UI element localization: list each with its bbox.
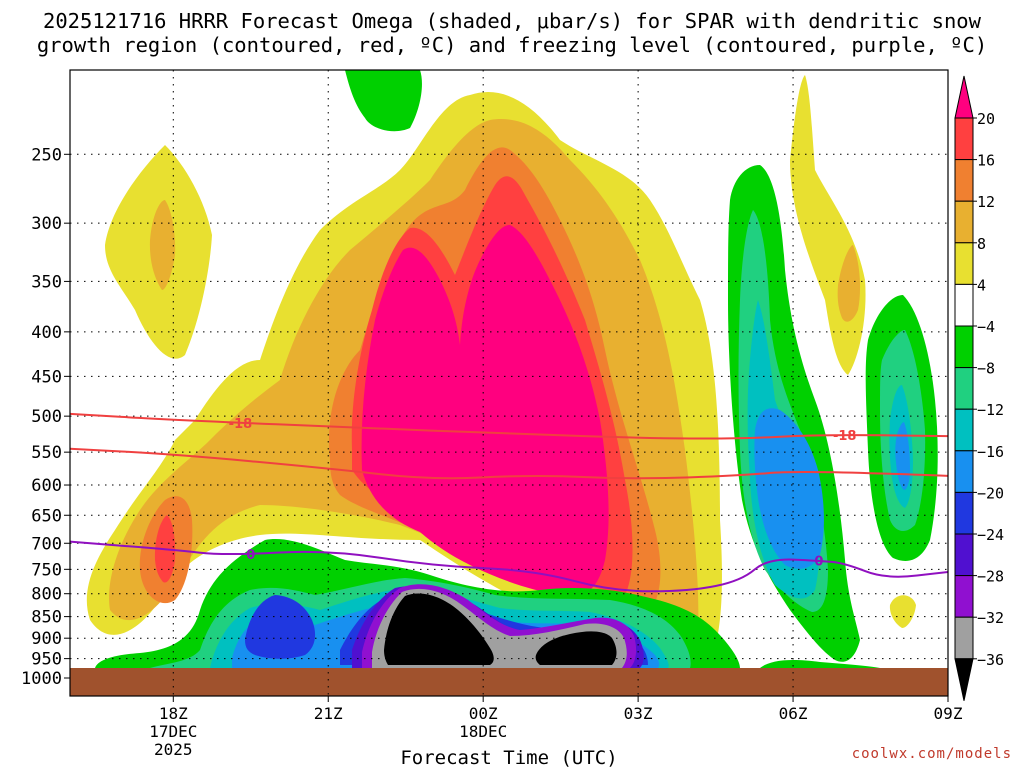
y-tick-label: 900 xyxy=(31,629,62,649)
colorbar-swatch xyxy=(954,242,974,285)
colorbar-label: 8 xyxy=(977,235,986,253)
contour-value-label: -18 xyxy=(229,417,253,432)
colorbar-swatch xyxy=(954,575,974,618)
colorbar-swatch xyxy=(954,159,974,202)
colorbar-label: 12 xyxy=(977,193,995,211)
colorbar-swatch xyxy=(954,117,974,161)
y-tick-label: 1000 xyxy=(21,669,62,689)
omega-region-minus16-minus20 xyxy=(895,422,910,490)
colorbar-swatch xyxy=(954,616,974,660)
colorbar-label: 16 xyxy=(977,152,995,170)
y-tick-label: 550 xyxy=(31,443,62,463)
below-ground-terrain xyxy=(70,668,948,696)
y-tick-label: 500 xyxy=(31,407,62,427)
chart-title-line-2: growth region (contoured, red, ºC) and f… xyxy=(36,33,988,57)
contour-value-label: -18 xyxy=(833,429,857,444)
omega-region-8-12 xyxy=(837,245,861,322)
omega-region-minus20-minus24 xyxy=(245,595,316,659)
colorbar-label: 4 xyxy=(977,276,986,294)
x-tick-label: 06Z xyxy=(779,704,808,723)
y-tick-label: 850 xyxy=(31,608,62,628)
omega-region-below-minus36 xyxy=(384,593,494,665)
colorbar-label: −8 xyxy=(977,360,995,378)
colorbar-swatch xyxy=(954,325,974,369)
colorbar-label: −24 xyxy=(977,526,1004,544)
x-tick-label: 00Z xyxy=(469,704,498,723)
x-tick-label: 03Z xyxy=(624,704,653,723)
contour-line xyxy=(70,447,948,480)
omega-region-minus4-minus8 xyxy=(760,660,880,668)
colorbar-label: −20 xyxy=(977,484,1004,502)
y-tick-label: 650 xyxy=(31,506,62,526)
colorbar-swatch xyxy=(954,283,974,327)
colorbar-bottom-arrow xyxy=(954,658,974,701)
omega-region-below-minus36 xyxy=(535,631,617,665)
omega-region-minus4-minus8 xyxy=(345,70,422,132)
colorbar-label: 20 xyxy=(977,110,995,128)
contour-value-label: 0 xyxy=(814,555,823,570)
contour-line xyxy=(70,412,948,440)
x-tick-label: 21Z xyxy=(314,704,343,723)
x-tick-date-label: 17DEC xyxy=(149,722,197,741)
colorbar-label: −12 xyxy=(977,401,1004,419)
y-tick-label: 300 xyxy=(31,214,62,234)
y-tick-label: 800 xyxy=(31,585,62,605)
x-tick-year-label: 2025 xyxy=(154,740,193,759)
colorbar-label: −32 xyxy=(977,609,1004,627)
colorbar-swatch xyxy=(954,533,974,577)
y-tick-label: 750 xyxy=(31,560,62,580)
x-tick-label: 18Z xyxy=(159,704,188,723)
colorbar-swatch xyxy=(954,450,974,493)
contour-value-label: 0 xyxy=(246,548,255,563)
colorbar-swatch xyxy=(954,408,974,452)
chart-title-line-1: 2025121716 HRRR Forecast Omega (shaded, … xyxy=(43,9,981,33)
omega-region-minus16-minus20 xyxy=(754,408,824,569)
omega-region-8-12 xyxy=(149,200,176,290)
colorbar-swatch xyxy=(954,367,974,410)
x-tick-date-label: 18DEC xyxy=(459,722,507,741)
y-tick-label: 600 xyxy=(31,476,62,496)
colorbar-swatch xyxy=(954,491,974,535)
omega-shaded-field xyxy=(86,70,938,668)
y-tick-label: 350 xyxy=(31,272,62,292)
x-axis-title: Forecast Time (UTC) xyxy=(400,747,617,768)
y-axis: 2503003504004505005506006507007508008509… xyxy=(21,145,70,689)
omega-region-4-8 xyxy=(790,75,866,375)
colorbar-label: −16 xyxy=(977,443,1004,461)
colorbar-label: −36 xyxy=(977,651,1004,669)
y-tick-label: 250 xyxy=(31,145,62,165)
omega-region-4-8 xyxy=(889,595,916,628)
y-tick-label: 950 xyxy=(31,650,62,670)
colorbar-label: −28 xyxy=(977,568,1004,586)
y-tick-label: 700 xyxy=(31,534,62,554)
omega-region-over-20 xyxy=(361,225,609,597)
site-credit: coolwx.com/models xyxy=(851,746,1012,762)
colorbar-legend: 20 16 12 8 4 −4 −8 −12 −16 −20 −24 −28 −32 −36 xyxy=(954,75,1004,701)
contour-line xyxy=(70,540,948,593)
colorbar-label: −4 xyxy=(977,318,995,336)
contour-lines: -18 -18 0 0 xyxy=(70,412,948,593)
x-tick-label: 09Z xyxy=(934,704,963,723)
colorbar-top-arrow xyxy=(954,75,974,119)
y-tick-label: 450 xyxy=(31,367,62,387)
y-tick-label: 400 xyxy=(31,323,62,343)
plot-frame xyxy=(69,69,949,697)
colorbar-swatch xyxy=(954,200,974,244)
